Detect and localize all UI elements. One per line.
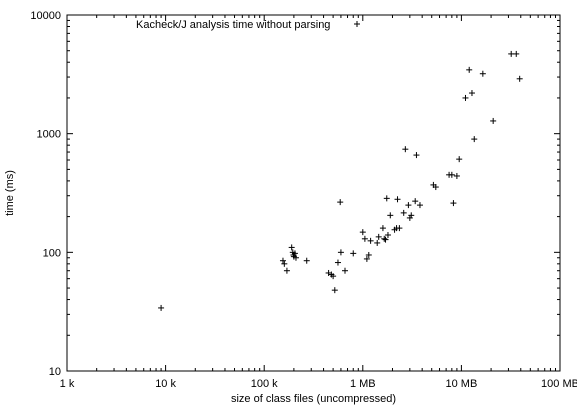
plot-frame (66, 14, 561, 372)
data-point (283, 267, 290, 274)
data-point (394, 196, 401, 203)
data-point (448, 171, 455, 178)
data-point (375, 233, 382, 240)
data-point (379, 225, 386, 232)
data-point (374, 239, 381, 246)
y-tick-label: 1000 (37, 129, 61, 141)
data-point (292, 254, 299, 261)
x-tick-label: 10 MB (446, 378, 478, 390)
data-point (402, 146, 409, 153)
data-point (508, 50, 515, 57)
data-point (400, 209, 407, 216)
data-point (342, 267, 349, 274)
y-tick-label: 10000 (30, 10, 61, 22)
data-point (413, 152, 420, 159)
data-point (279, 257, 286, 264)
x-tick-label: 1 k (60, 378, 75, 390)
data-point (361, 235, 368, 242)
data-point (456, 156, 463, 163)
data-point (450, 200, 457, 207)
data-point (432, 184, 439, 191)
data-point (453, 172, 460, 179)
data-point (383, 195, 390, 202)
data-point (387, 212, 394, 219)
axes: 1 k 10 k 100 k 1 MB 10 MB 100 MB 10 100 1000 1000… (30, 10, 577, 390)
data-points (158, 50, 523, 311)
legend-marker (354, 21, 360, 27)
legend-plus-marker (354, 21, 360, 27)
x-tick-label: 10 k (155, 378, 176, 390)
data-point (331, 287, 338, 294)
x-tick-label: 100 MB (541, 378, 577, 390)
x-tick-label: 100 k (251, 378, 278, 390)
data-point (363, 255, 370, 262)
data-point (337, 249, 344, 256)
data-point (288, 244, 295, 251)
data-point (303, 257, 310, 264)
data-point (471, 136, 478, 143)
data-point (350, 250, 357, 257)
data-point (416, 202, 423, 209)
data-point (330, 273, 337, 280)
data-point (158, 304, 165, 311)
x-tick-label: 1 MB (350, 378, 376, 390)
data-point (513, 50, 520, 57)
data-point (466, 66, 473, 73)
y-tick-label: 10 (49, 366, 61, 378)
y-axis-label: time (ms) (4, 170, 16, 216)
data-point (468, 90, 475, 97)
y-tick-label: 100 (43, 247, 61, 259)
data-point (408, 212, 415, 219)
data-point (396, 225, 403, 232)
data-point (359, 229, 366, 236)
data-point (281, 260, 288, 267)
data-point (365, 251, 372, 258)
data-point (325, 269, 332, 276)
data-point (516, 75, 523, 82)
data-point (382, 236, 389, 243)
data-point (381, 235, 388, 242)
data-point (367, 237, 374, 244)
data-point (334, 259, 341, 266)
data-point (462, 94, 469, 101)
x-axis-label: size of class files (uncompressed) (231, 393, 396, 405)
data-point (406, 214, 413, 221)
data-point (412, 198, 419, 205)
data-point (291, 250, 298, 257)
data-point (384, 231, 391, 238)
legend-label: Kacheck/J analysis time without parsing (136, 19, 330, 31)
data-point (405, 202, 412, 209)
data-point (337, 199, 344, 206)
data-point (479, 70, 486, 77)
data-point (490, 117, 497, 124)
